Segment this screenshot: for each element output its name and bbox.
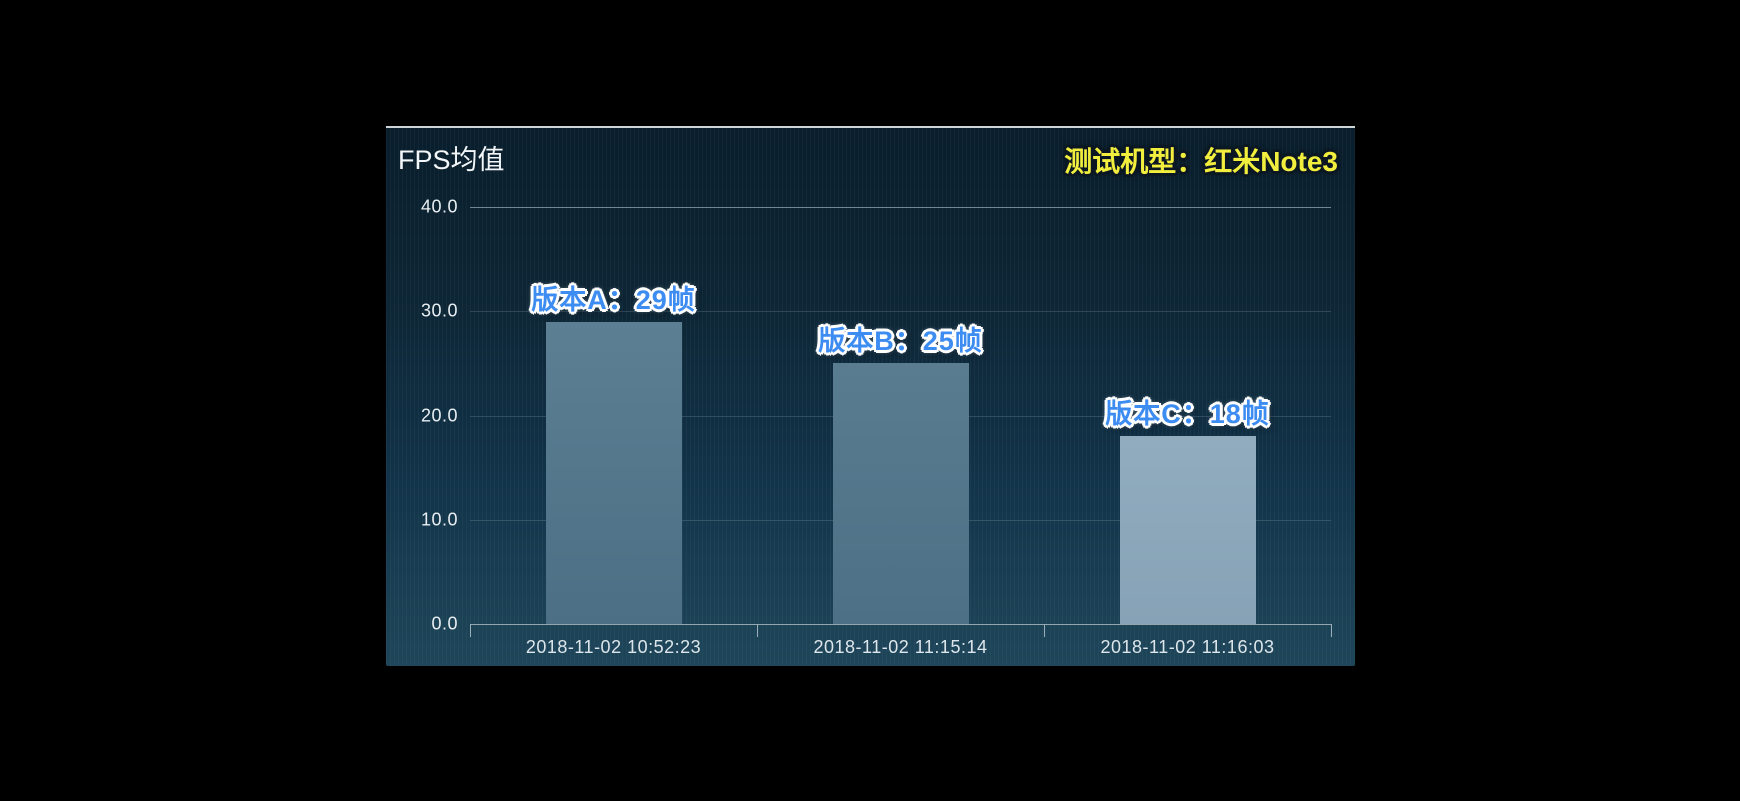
chart-title: FPS均值 [398, 145, 505, 175]
bar-value-label: 版本C：18帧 [1105, 399, 1270, 430]
y-axis-label: 30.0 [420, 300, 458, 321]
axis-tick [470, 624, 471, 637]
test-device-annotation: 测试机型：红米Note3 [1064, 146, 1338, 177]
x-axis-label: 2018-11-02 11:16:03 [1100, 637, 1275, 657]
x-axis-label: 2018-11-02 10:52:23 [525, 637, 702, 657]
y-axis-label: 20.0 [420, 405, 458, 425]
axis-tick [1044, 624, 1045, 637]
plot-area: 0.0 10.0 20.0 30.0 40.0 版本A：29帧 2018-11-02 10:… [386, 128, 1355, 666]
bar-value-label: 版本A：29帧 [531, 284, 696, 315]
bar [545, 321, 682, 624]
bar-value-label: 版本B：25帧 [818, 326, 983, 357]
y-axis-label: 40.0 [420, 196, 458, 217]
chart-panel: FPS均值 测试机型：红米Note3 0.0 10.0 20.0 30.0 40.0 版本… [386, 126, 1355, 666]
gridline [470, 311, 1331, 313]
axis-baseline [470, 624, 1331, 625]
bar [1119, 436, 1256, 624]
gridline [470, 207, 1331, 208]
axis-tick [1331, 624, 1332, 637]
x-axis-label: 2018-11-02 11:15:14 [813, 637, 988, 657]
axis-tick [757, 624, 758, 637]
y-axis-label: 0.0 [431, 613, 458, 634]
y-axis-label: 10.0 [420, 509, 458, 530]
bar [832, 363, 969, 624]
